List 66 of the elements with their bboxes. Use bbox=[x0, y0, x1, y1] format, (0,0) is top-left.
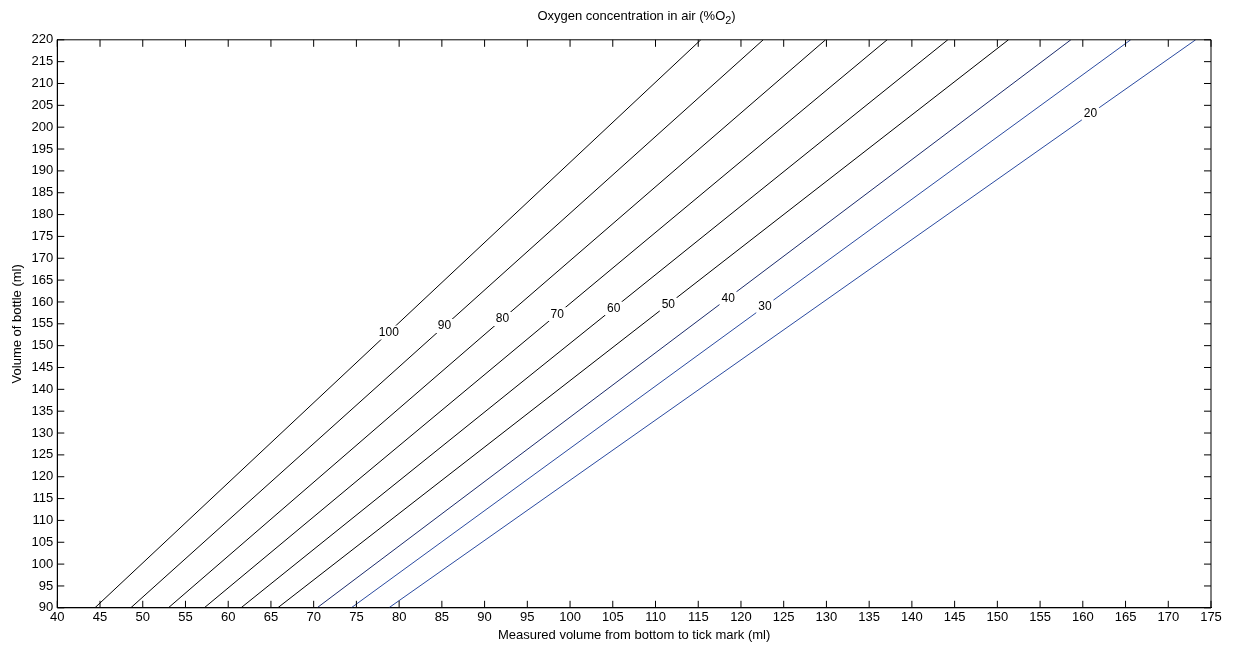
x-tick-label: 90 bbox=[477, 609, 492, 625]
y-tick-label: 145 bbox=[31, 359, 54, 375]
y-tick-label: 135 bbox=[31, 402, 54, 418]
annotation: 70 bbox=[550, 306, 565, 321]
x-tick-label: 125 bbox=[772, 609, 795, 625]
y-axis-title: Volume of bottle (ml) bbox=[9, 264, 25, 384]
y-tick-label: 140 bbox=[31, 380, 54, 396]
x-tick-label: 105 bbox=[601, 609, 624, 625]
x-tick-label: 170 bbox=[1157, 609, 1180, 625]
x-tick-label: 155 bbox=[1029, 609, 1051, 625]
y-tick-label: 150 bbox=[31, 337, 54, 353]
x-tick-label: 100 bbox=[559, 609, 581, 625]
y-tick-label: 180 bbox=[31, 206, 54, 222]
y-tick-label: 105 bbox=[31, 533, 54, 549]
x-tick-label: 150 bbox=[986, 609, 1009, 625]
x-axis-title: Measured volume from bottom to tick mark (ml) bbox=[497, 626, 771, 642]
x-tick-label: 165 bbox=[1114, 609, 1137, 625]
x-tick-label: 120 bbox=[730, 609, 752, 625]
annotation: 60 bbox=[606, 300, 621, 315]
y-tick-label: 220 bbox=[31, 31, 54, 47]
y-tick-label: 120 bbox=[31, 468, 54, 484]
y-tick-label: 195 bbox=[31, 140, 54, 156]
x-tick-label: 55 bbox=[178, 609, 193, 625]
x-tick-label: 95 bbox=[520, 609, 535, 625]
x-tick-label: 45 bbox=[92, 609, 108, 625]
x-tick-label: 75 bbox=[349, 609, 364, 625]
y-tick-label: 165 bbox=[31, 271, 54, 287]
x-tick-label: 50 bbox=[135, 609, 150, 625]
annotation: 50 bbox=[661, 296, 676, 311]
x-tick-label: 60 bbox=[220, 609, 236, 625]
x-tick-label: 140 bbox=[901, 609, 923, 625]
y-tick-label: 130 bbox=[31, 424, 54, 440]
x-tick-label: 160 bbox=[1071, 609, 1094, 625]
annotation: 100 bbox=[378, 324, 400, 339]
x-tick-label: 135 bbox=[858, 609, 881, 625]
x-tick-label: 70 bbox=[306, 609, 321, 625]
x-tick-label: 65 bbox=[263, 609, 279, 625]
y-tick-label: 95 bbox=[38, 577, 54, 593]
y-tick-label: 190 bbox=[31, 162, 54, 178]
annotation: 30 bbox=[758, 298, 772, 313]
annotation: 90 bbox=[437, 318, 452, 333]
y-tick-label: 205 bbox=[31, 96, 54, 112]
y-tick-label: 170 bbox=[31, 249, 54, 265]
x-tick-label: 175 bbox=[1200, 609, 1222, 625]
y-tick-label: 160 bbox=[31, 293, 54, 309]
chart-title: Oxygen concentration in air (%O$_{2}$) bbox=[536, 8, 737, 28]
x-tick-label: 85 bbox=[434, 609, 450, 625]
y-tick-label: 155 bbox=[31, 315, 54, 331]
x-tick-label: 115 bbox=[687, 609, 709, 625]
y-tick-label: 115 bbox=[32, 490, 54, 506]
x-tick-label: 40 bbox=[50, 609, 65, 625]
annotation: 80 bbox=[495, 311, 510, 326]
y-tick-label: 185 bbox=[31, 184, 54, 200]
x-tick-label: 130 bbox=[815, 609, 838, 625]
y-tick-label: 175 bbox=[31, 227, 54, 243]
y-tick-label: 200 bbox=[31, 118, 54, 134]
y-tick-label: 110 bbox=[32, 511, 54, 527]
y-tick-label: 210 bbox=[31, 75, 54, 91]
y-tick-label: 100 bbox=[31, 555, 54, 571]
annotation: 40 bbox=[721, 290, 736, 305]
y-tick-label: 215 bbox=[31, 53, 54, 69]
y-tick-label: 125 bbox=[31, 446, 54, 462]
x-tick-label: 110 bbox=[645, 609, 666, 625]
x-tick-label: 145 bbox=[943, 609, 966, 625]
x-tick-label: 80 bbox=[391, 609, 407, 625]
annotation: 20 bbox=[1083, 106, 1098, 121]
